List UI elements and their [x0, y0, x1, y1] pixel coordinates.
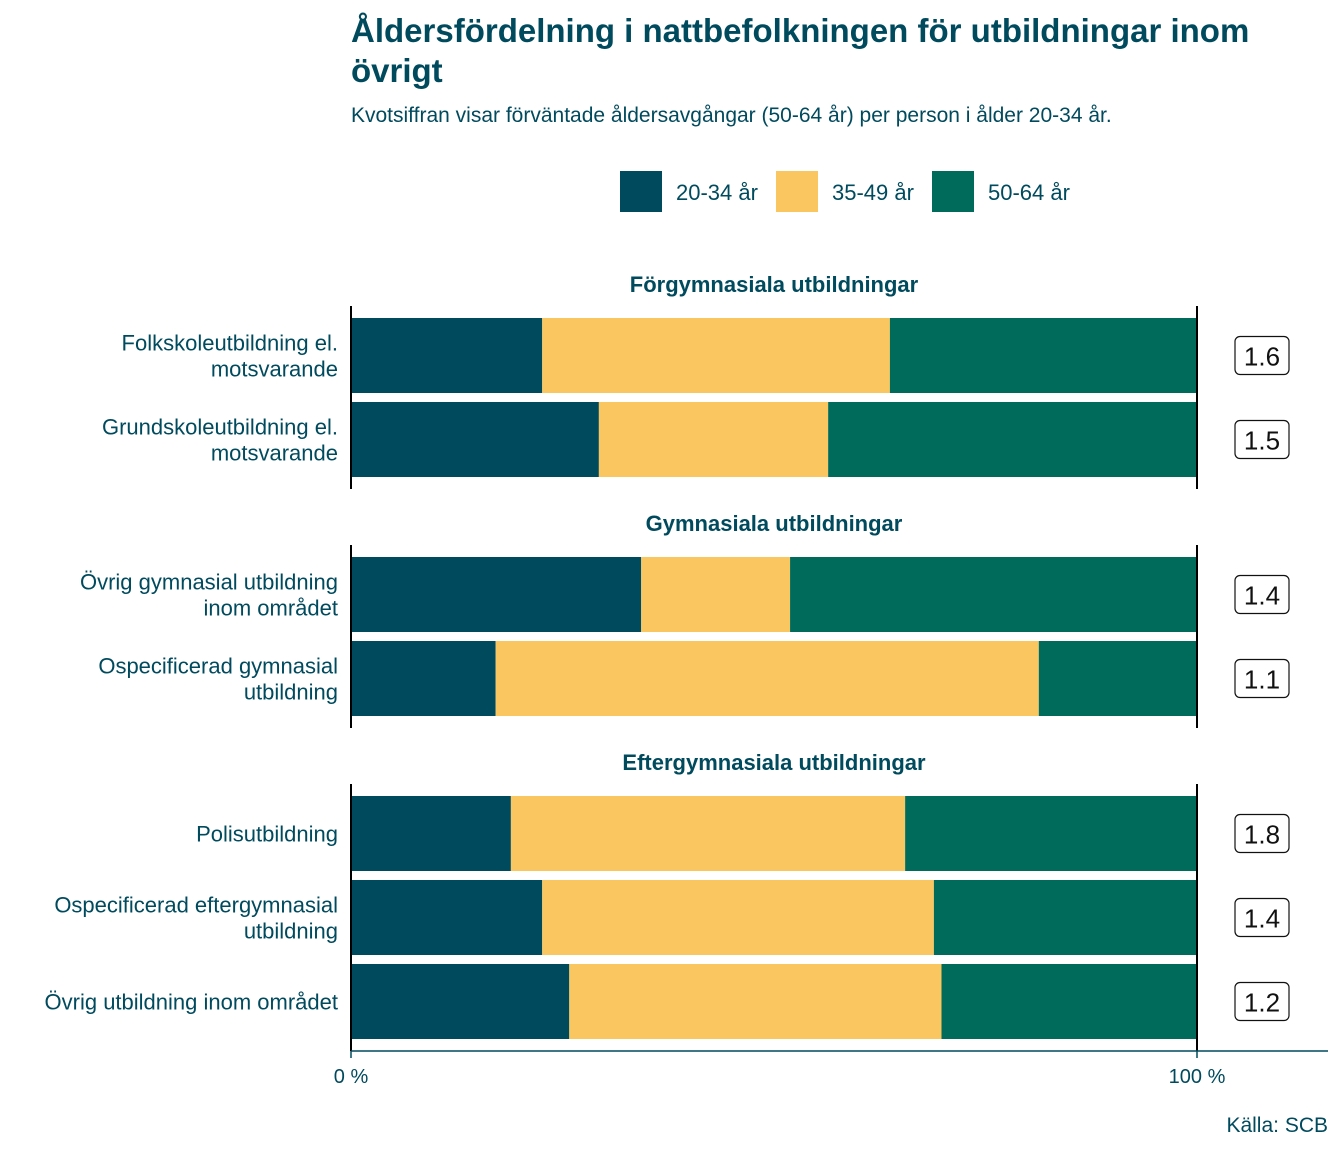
ratio-label-box [1234, 658, 1290, 699]
bar-segment-35-49 [542, 318, 890, 393]
bar-segment-50-64 [1038, 641, 1197, 716]
category-label: utbildning [244, 919, 338, 944]
legend-swatch-2 [776, 171, 818, 212]
category-label: Grundskoleutbildning el. [102, 415, 338, 440]
ratio-label: 1.4 [1244, 581, 1280, 611]
ratio-label-box [1234, 897, 1290, 938]
category-label: Ospecificerad eftergymnasial [54, 893, 338, 918]
source-note: Källa: SCB [1226, 1114, 1328, 1137]
category-label: Ospecificerad gymnasial [98, 654, 338, 679]
bar-segment-50-64 [828, 402, 1197, 477]
ratio-label: 1.8 [1244, 820, 1280, 850]
ratio-label-box [1234, 813, 1290, 854]
panel-title: Förgymnasiala utbildningar [630, 272, 919, 297]
category-label: inom området [203, 596, 338, 621]
category-label: motsvarande [211, 357, 338, 382]
legend-label-3: 50-64 år [988, 180, 1070, 205]
bar-segment-50-64 [905, 796, 1197, 871]
panels: Förgymnasiala utbildningar Folkskoleutbil… [45, 272, 1290, 1051]
ratio-label-box [1234, 981, 1290, 1022]
ratio-label-box [1234, 574, 1290, 615]
bar-segment-50-64 [933, 880, 1197, 955]
panel-title: Gymnasiala utbildningar [646, 511, 903, 536]
x-tick-label: 100 % [1169, 1066, 1226, 1088]
bar-segment-50-64 [790, 557, 1197, 632]
bar-segment-20-34 [351, 641, 496, 716]
legend: 20-34 år 35-49 år 50-64 år [620, 171, 1070, 212]
bar-segment-50-64 [889, 318, 1197, 393]
bar-segment-35-49 [495, 641, 1039, 716]
category-label: motsvarande [211, 441, 338, 466]
panel-2: Gymnasiala utbildningar Övrig gymnasial u… [80, 511, 1290, 728]
category-label: Övrig gymnasial utbildning [80, 570, 338, 595]
ratio-label: 1.5 [1244, 426, 1280, 456]
legend-swatch-1 [620, 171, 662, 212]
panel-title: Eftergymnasiala utbildningar [622, 750, 926, 775]
chart-title-line-2: övrigt [351, 52, 443, 89]
x-axis: 0 % 100 % [334, 1050, 1328, 1088]
ratio-label: 1.1 [1244, 665, 1280, 695]
bar-segment-20-34 [351, 796, 511, 871]
ratio-label-box [1234, 335, 1290, 376]
ratio-label: 1.4 [1244, 904, 1280, 934]
bar-segment-20-34 [351, 402, 599, 477]
category-label: Polisutbildning [196, 822, 338, 847]
bar-segment-20-34 [351, 557, 642, 632]
ratio-label-box [1234, 419, 1290, 460]
legend-swatch-3 [932, 171, 974, 212]
bar-segment-35-49 [542, 880, 934, 955]
bar-segment-35-49 [641, 557, 791, 632]
chart-subtitle: Kvotsiffran visar förväntade åldersavgån… [351, 104, 1112, 127]
bar-segment-50-64 [941, 964, 1197, 1039]
bar-segment-35-49 [569, 964, 942, 1039]
chart-title-line-1: Åldersfördelning i nattbefolkningen för … [351, 12, 1249, 49]
bar-segment-35-49 [598, 402, 829, 477]
legend-label-2: 35-49 år [832, 180, 914, 205]
category-label: Övrig utbildning inom området [45, 990, 338, 1015]
category-label: Folkskoleutbildning el. [122, 331, 338, 356]
bar-segment-20-34 [351, 880, 543, 955]
bar-segment-35-49 [510, 796, 906, 871]
x-tick-label: 0 % [334, 1066, 369, 1088]
panel-3: Eftergymnasiala utbildningar Polisutbildn… [45, 750, 1290, 1051]
ratio-label: 1.6 [1244, 342, 1280, 372]
bar-segment-20-34 [351, 964, 570, 1039]
bar-segment-20-34 [351, 318, 543, 393]
legend-label-1: 20-34 år [676, 180, 758, 205]
category-label: utbildning [244, 680, 338, 705]
panel-1: Förgymnasiala utbildningar Folkskoleutbil… [102, 272, 1290, 489]
ratio-label: 1.2 [1244, 988, 1280, 1018]
